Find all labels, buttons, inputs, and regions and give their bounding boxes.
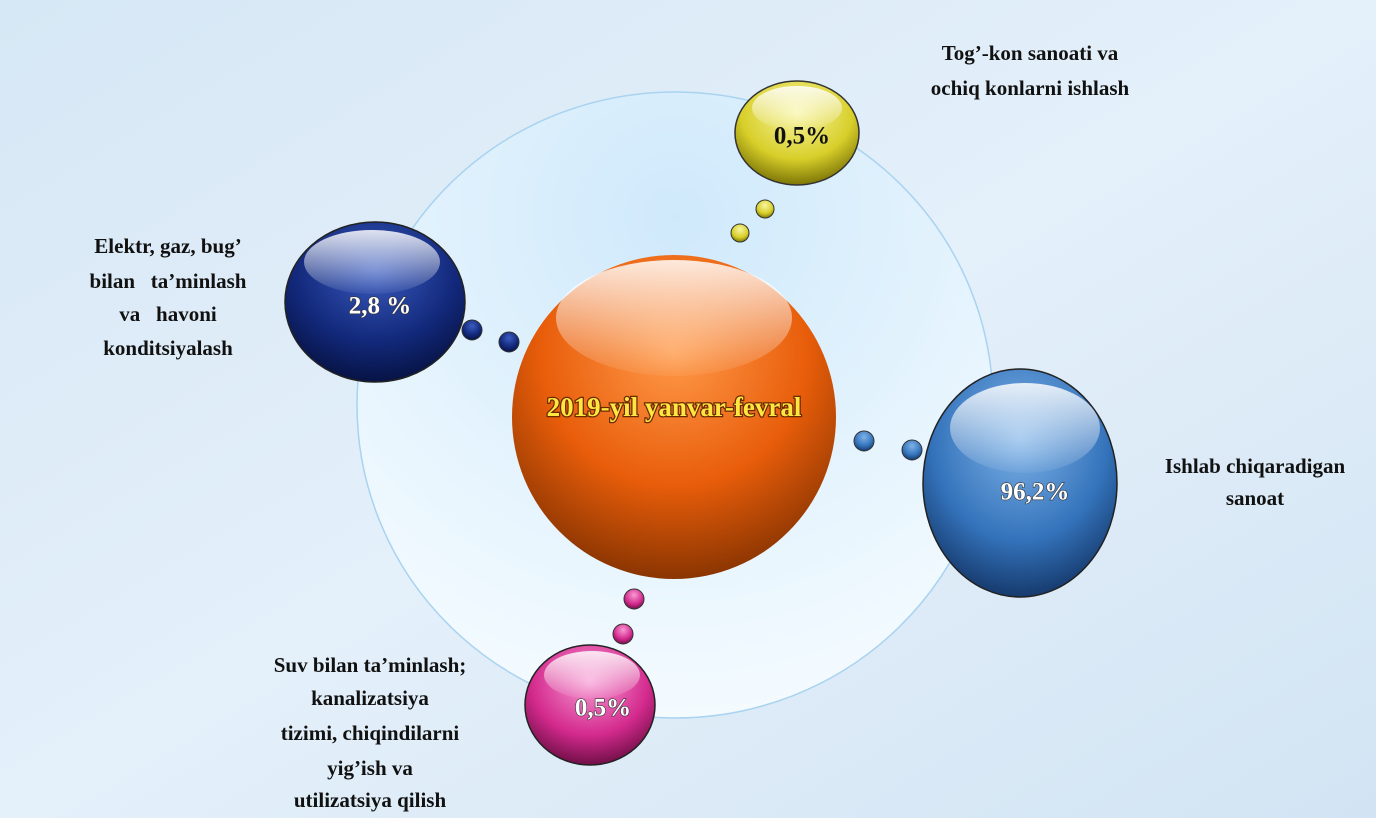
dot	[498, 331, 520, 353]
dot	[730, 223, 750, 243]
node-label: sanoat	[1226, 486, 1284, 510]
node-label: Elektr, gaz, bug’	[94, 234, 241, 258]
node-label: utilizatsiya qilish	[294, 788, 447, 812]
gloss	[544, 651, 640, 699]
node-label: bilan ta’minlash	[90, 269, 247, 293]
gloss	[556, 260, 792, 376]
connector-dots	[461, 199, 923, 645]
node-value: 96,2%	[1001, 479, 1070, 506]
dot	[612, 623, 634, 645]
dot	[623, 588, 645, 610]
gloss	[304, 230, 440, 294]
dot	[461, 319, 483, 341]
dot	[853, 430, 875, 452]
node-value: 0,5%	[774, 123, 830, 150]
node-label: Tog’-kon sanoati va	[942, 41, 1119, 65]
dot	[755, 199, 775, 219]
node-label: tizimi, chiqindilarni	[281, 721, 460, 745]
gloss	[950, 383, 1100, 473]
node-value: 0,5%	[575, 695, 631, 722]
node-label: kanalizatsiya	[311, 686, 429, 710]
node-label: ochiq konlarni ishlash	[931, 76, 1130, 100]
center-label: 2019-yil yanvar-fevral	[547, 392, 802, 422]
node-label: Ishlab chiqaradigan	[1165, 454, 1346, 478]
gloss	[752, 86, 842, 130]
node-label: va havoni	[119, 302, 217, 326]
node-label: Suv bilan ta’minlash;	[274, 653, 467, 677]
dot	[901, 439, 923, 461]
node-label: konditsiyalash	[103, 336, 233, 360]
node-value: 2,8 %	[349, 293, 412, 320]
node-label: yig’ish va	[327, 756, 413, 780]
